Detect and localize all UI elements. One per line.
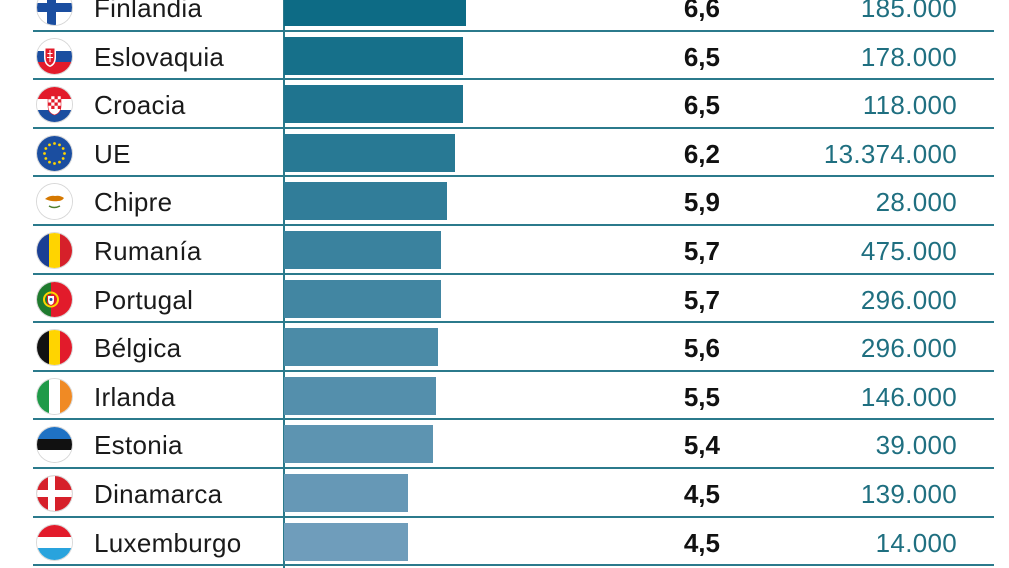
bar — [284, 133, 455, 172]
bar — [284, 0, 466, 26]
estonia-flag-icon — [37, 427, 72, 463]
value-label: 5,7 — [683, 284, 720, 315]
table-row: UE 6,2 13.374.000 — [0, 129, 1009, 178]
row-divider — [33, 418, 994, 421]
value-label: 5,6 — [683, 333, 720, 364]
value-label: 5,4 — [683, 430, 720, 461]
romania-flag-icon — [37, 233, 72, 268]
country-label: Portugal — [94, 284, 194, 315]
second-column-value: 14.000 — [875, 527, 957, 558]
row-divider — [33, 29, 994, 32]
row-divider — [33, 321, 994, 324]
country-label: Finlandia — [94, 0, 203, 23]
country-label: Bélgica — [94, 333, 182, 364]
value-label: 6,6 — [683, 0, 720, 23]
table-row: Eslovaquia 6,5 178.000 — [0, 32, 1009, 81]
row-divider — [33, 466, 994, 469]
bar — [284, 474, 409, 512]
bar — [284, 376, 436, 415]
country-label: Rumanía — [94, 236, 202, 266]
slovakia-flag-icon — [37, 38, 72, 74]
second-column-value: 13.374.000 — [823, 138, 957, 169]
row-divider — [33, 78, 994, 81]
country-label: Irlanda — [94, 381, 176, 412]
croatia-flag-icon — [37, 87, 72, 123]
value-label: 4,5 — [683, 479, 720, 509]
row-divider — [33, 126, 994, 129]
bar — [284, 182, 447, 221]
second-column-value: 139.000 — [860, 479, 957, 509]
value-label: 6,2 — [683, 138, 720, 169]
portugal-flag-icon — [37, 281, 72, 317]
value-label: 6,5 — [683, 41, 720, 72]
country-label: Dinamarca — [94, 479, 223, 509]
table-row: Estonia 5,4 39.000 — [0, 420, 1009, 469]
country-label: Estonia — [94, 430, 183, 461]
row-divider — [33, 223, 994, 226]
eu-flag-icon — [37, 135, 72, 171]
row-divider — [33, 369, 994, 372]
bar — [284, 231, 442, 269]
bar — [284, 522, 409, 561]
ireland-flag-icon — [37, 378, 72, 414]
country-label: Eslovaquia — [94, 41, 225, 72]
bar — [284, 328, 439, 367]
table-row: Luxemburgo 4,5 14.000 — [0, 518, 1009, 567]
country-label: Luxemburgo — [94, 527, 242, 558]
value-label: 4,5 — [683, 527, 720, 558]
second-column-value: 475.000 — [860, 236, 957, 266]
value-label: 5,7 — [683, 236, 720, 266]
cyprus-flag-icon — [37, 184, 72, 220]
second-column-value: 39.000 — [875, 430, 957, 461]
second-column-value: 178.000 — [860, 41, 957, 72]
table-row: Finlandia 6,6 185.000 — [0, 0, 1009, 32]
finland-flag-icon — [37, 0, 72, 25]
bar — [284, 85, 464, 124]
second-column-value: 118.000 — [862, 90, 957, 121]
belgium-flag-icon — [37, 330, 72, 366]
luxembourg-flag-icon — [37, 524, 72, 560]
country-label: Chipre — [94, 187, 173, 218]
second-column-value: 28.000 — [875, 187, 957, 218]
denmark-flag-icon — [37, 476, 72, 511]
table-row: Dinamarca 4,5 139.000 — [0, 469, 1009, 518]
second-column-value: 296.000 — [860, 284, 957, 315]
bar — [284, 36, 464, 75]
table-row: Bélgica 5,6 296.000 — [0, 323, 1009, 372]
row-divider — [33, 515, 994, 518]
country-label: UE — [94, 138, 131, 169]
bar — [284, 279, 442, 318]
value-label: 5,5 — [683, 381, 720, 412]
value-label: 5,9 — [683, 187, 720, 218]
country-label: Croacia — [94, 90, 186, 121]
row-divider — [33, 272, 994, 275]
row-divider — [33, 175, 994, 178]
table-row: Portugal 5,7 296.000 — [0, 275, 1009, 324]
table-row: Rumanía 5,7 475.000 — [0, 226, 1009, 275]
table-row: Chipre 5,9 28.000 — [0, 177, 1009, 226]
value-label: 6,5 — [683, 90, 720, 121]
second-column-value: 296.000 — [860, 333, 957, 364]
second-column-value: 185.000 — [860, 0, 957, 23]
row-divider — [33, 564, 994, 567]
second-column-value: 146.000 — [860, 381, 957, 412]
table-row: Irlanda 5,5 146.000 — [0, 372, 1009, 421]
bar — [284, 425, 433, 464]
table-row: Croacia 6,5 118.000 — [0, 80, 1009, 129]
